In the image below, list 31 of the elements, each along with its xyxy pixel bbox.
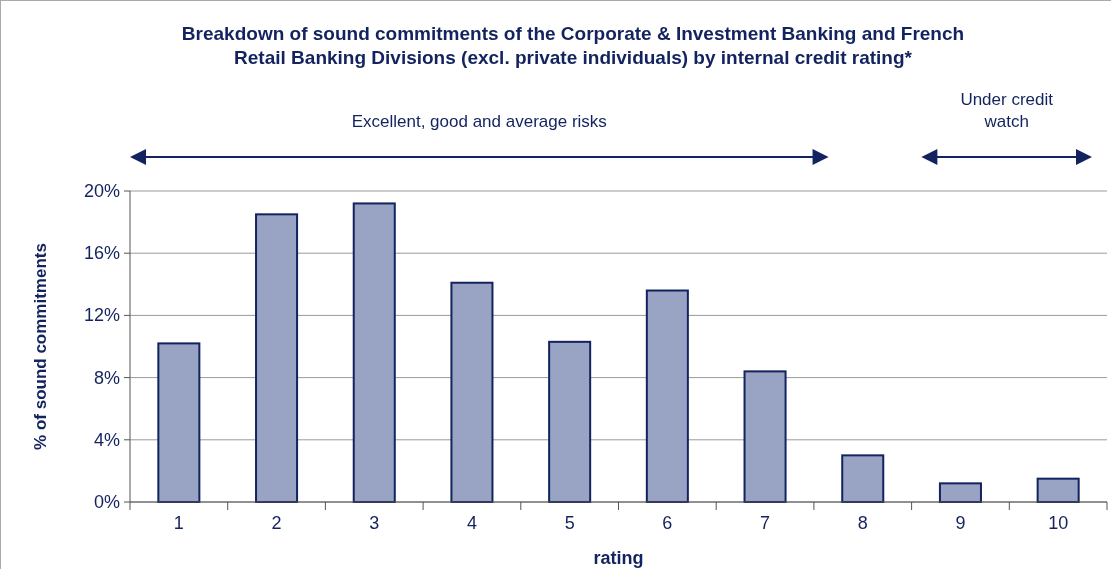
x-tick-label: 8 (857, 513, 868, 533)
y-tick-label: 0% (93, 492, 120, 512)
y-tick-label: 20% (83, 181, 120, 201)
x-tick-label: 1 (173, 513, 184, 533)
x-tick-label: 5 (564, 513, 575, 533)
chart-title: Breakdown of sound commitments of the Corporate & Investment Banking and French Retail Banking Divisions (excl. private individuals) by internal credit rating* (181, 23, 965, 68)
bar (743, 370, 787, 503)
bar (450, 281, 494, 503)
bar (841, 454, 885, 503)
bar (157, 342, 201, 503)
text: Excellent, good and average risks (351, 112, 607, 131)
x-tick-label: 9 (955, 513, 966, 533)
x-tick-label: 4 (466, 513, 477, 533)
x-tick-label: 6 (662, 513, 673, 533)
x-tick-label: 7 (760, 513, 771, 533)
x-axis-title: rating (593, 548, 644, 568)
bar (548, 340, 592, 503)
y-tick-label: 4% (93, 429, 120, 450)
x-tick-label: 2 (271, 513, 282, 533)
bar (1036, 477, 1080, 503)
bar (352, 202, 396, 503)
bar (645, 289, 689, 503)
bar (938, 482, 982, 503)
y-tick-label: 16% (83, 243, 120, 264)
x-tick-label: 10 (1048, 513, 1069, 533)
bar (255, 213, 299, 503)
y-axis-title: % of sound commitments (31, 243, 50, 450)
x-tick-label: 3 (369, 513, 380, 533)
y-tick-label: 8% (93, 367, 120, 388)
text: Under credit watch (960, 90, 1054, 131)
y-tick-label: 12% (83, 305, 120, 326)
